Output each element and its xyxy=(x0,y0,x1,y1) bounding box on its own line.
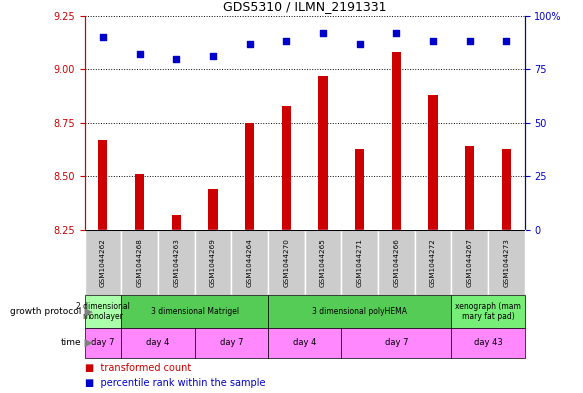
Point xyxy=(245,40,254,47)
Text: GSM1044272: GSM1044272 xyxy=(430,238,436,287)
Title: GDS5310 / ILMN_2191331: GDS5310 / ILMN_2191331 xyxy=(223,0,387,13)
Text: ▶: ▶ xyxy=(81,307,93,316)
Bar xyxy=(451,230,488,295)
Text: 2 dimensional
monolayer: 2 dimensional monolayer xyxy=(76,302,130,321)
Text: day 4: day 4 xyxy=(146,338,170,347)
Bar xyxy=(355,149,364,230)
Text: day 4: day 4 xyxy=(293,338,317,347)
Point xyxy=(429,38,438,44)
Bar xyxy=(208,189,217,230)
Text: GSM1044262: GSM1044262 xyxy=(100,238,106,287)
Text: GSM1044273: GSM1044273 xyxy=(503,238,510,287)
Bar xyxy=(99,140,107,230)
Text: time: time xyxy=(61,338,82,347)
Point xyxy=(98,34,107,40)
Bar xyxy=(378,230,415,295)
Bar xyxy=(135,174,144,230)
Text: ▶: ▶ xyxy=(81,338,93,348)
Text: day 7: day 7 xyxy=(91,338,115,347)
Bar xyxy=(282,106,291,230)
Text: GSM1044267: GSM1044267 xyxy=(466,238,473,287)
Bar xyxy=(341,328,451,358)
Bar xyxy=(268,295,451,328)
Bar xyxy=(85,328,121,358)
Bar xyxy=(415,230,451,295)
Bar xyxy=(85,230,121,295)
Bar xyxy=(451,328,525,358)
Text: ■  transformed count: ■ transformed count xyxy=(85,363,191,373)
Text: day 7: day 7 xyxy=(220,338,243,347)
Point xyxy=(282,38,291,44)
Text: 3 dimensional polyHEMA: 3 dimensional polyHEMA xyxy=(312,307,407,316)
Bar xyxy=(231,230,268,295)
Bar xyxy=(158,230,195,295)
Bar xyxy=(245,123,254,230)
Text: GSM1044263: GSM1044263 xyxy=(173,238,179,287)
Bar xyxy=(341,230,378,295)
Text: day 7: day 7 xyxy=(385,338,408,347)
Text: GSM1044270: GSM1044270 xyxy=(283,238,289,287)
Text: xenograph (mam
mary fat pad): xenograph (mam mary fat pad) xyxy=(455,302,521,321)
Point xyxy=(135,51,144,57)
Text: GSM1044266: GSM1044266 xyxy=(394,238,399,287)
Bar xyxy=(429,95,438,230)
Bar xyxy=(318,76,328,230)
Text: GSM1044265: GSM1044265 xyxy=(320,238,326,287)
Bar xyxy=(195,328,268,358)
Bar xyxy=(392,52,401,230)
Point xyxy=(392,30,401,36)
Bar xyxy=(502,149,511,230)
Text: ■  percentile rank within the sample: ■ percentile rank within the sample xyxy=(85,378,265,387)
Text: GSM1044268: GSM1044268 xyxy=(136,238,143,287)
Point xyxy=(355,40,364,47)
Bar xyxy=(304,230,341,295)
Point xyxy=(171,55,181,62)
Bar xyxy=(451,295,525,328)
Point xyxy=(465,38,475,44)
Bar xyxy=(85,295,121,328)
Bar xyxy=(488,230,525,295)
Text: 3 dimensional Matrigel: 3 dimensional Matrigel xyxy=(150,307,238,316)
Bar xyxy=(268,230,305,295)
Point xyxy=(208,53,217,60)
Bar xyxy=(171,215,181,230)
Bar xyxy=(268,328,341,358)
Text: GSM1044264: GSM1044264 xyxy=(247,238,252,287)
Text: GSM1044269: GSM1044269 xyxy=(210,238,216,287)
Point xyxy=(502,38,511,44)
Bar xyxy=(195,230,231,295)
Text: growth protocol: growth protocol xyxy=(10,307,82,316)
Text: day 43: day 43 xyxy=(473,338,503,347)
Bar xyxy=(121,230,158,295)
Bar xyxy=(121,328,195,358)
Bar xyxy=(121,295,268,328)
Point xyxy=(318,30,328,36)
Bar xyxy=(465,146,474,230)
Text: GSM1044271: GSM1044271 xyxy=(357,238,363,287)
